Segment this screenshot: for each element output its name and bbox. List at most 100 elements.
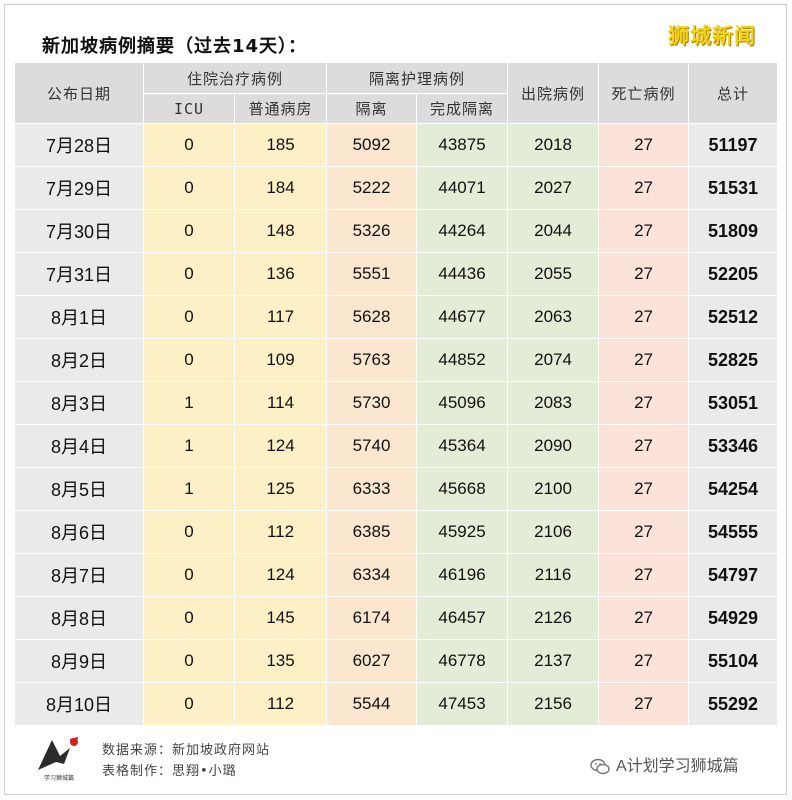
header-hospital-group: 住院治疗病例 (142, 62, 328, 94)
cell-completed: 44071 (416, 166, 509, 210)
header-discharged: 出院病例 (507, 62, 600, 124)
cell-isolation: 5730 (326, 381, 418, 425)
cell-date: 8月8日 (14, 596, 144, 640)
cell-deaths: 27 (598, 209, 690, 253)
cell-deaths: 27 (598, 682, 690, 726)
cell-ward: 124 (233, 424, 328, 468)
cell-total: 55104 (688, 639, 779, 683)
cell-completed: 44264 (416, 209, 509, 253)
cell-isolation: 6385 (326, 510, 418, 554)
cell-isolation: 6027 (326, 639, 418, 683)
cell-ward: 145 (233, 596, 328, 640)
page-title: 新加坡病例摘要（过去14天）： (42, 36, 308, 57)
cell-total: 52825 (688, 338, 779, 382)
cell-total: 51809 (688, 209, 779, 253)
cell-date: 8月5日 (14, 467, 144, 511)
cell-date: 8月10日 (14, 682, 144, 726)
cell-total: 52205 (688, 252, 779, 296)
cell-ward: 135 (233, 639, 328, 683)
cell-completed: 44436 (416, 252, 509, 296)
header-total: 总计 (688, 62, 779, 124)
cell-icu: 1 (143, 424, 235, 468)
table-row: 8月10日 0 112 5544 47453 2156 27 55292 (14, 682, 779, 726)
table-row: 7月30日 0 148 5326 44264 2044 27 51809 (14, 209, 779, 253)
cell-icu: 0 (143, 338, 235, 382)
cell-isolation: 6333 (326, 467, 418, 511)
cell-ward: 124 (233, 553, 328, 597)
cell-isolation: 5092 (326, 123, 418, 167)
cell-completed: 45925 (416, 510, 509, 554)
table-row: 8月2日 0 109 5763 44852 2074 27 52825 (14, 338, 779, 382)
cell-discharged: 2116 (507, 553, 600, 597)
cell-date: 8月4日 (14, 424, 144, 468)
cell-discharged: 2156 (507, 682, 600, 726)
cell-completed: 44852 (416, 338, 509, 382)
cell-ward: 117 (233, 295, 328, 339)
table-row: 8月6日 0 112 6385 45925 2106 27 54555 (14, 510, 779, 554)
cell-ward: 112 (233, 510, 328, 554)
cell-completed: 46778 (416, 639, 509, 683)
cell-isolation: 5740 (326, 424, 418, 468)
cell-isolation: 5222 (326, 166, 418, 210)
cell-isolation: 5326 (326, 209, 418, 253)
table-row: 8月7日 0 124 6334 46196 2116 27 54797 (14, 553, 779, 597)
cell-icu: 1 (143, 467, 235, 511)
cell-discharged: 2126 (507, 596, 600, 640)
table-row: 8月5日 1 125 6333 45668 2100 27 54254 (14, 467, 779, 511)
cell-icu: 1 (143, 381, 235, 425)
cell-icu: 0 (143, 123, 235, 167)
brand-watermark: 狮城新闻 (668, 23, 756, 48)
cell-icu: 0 (143, 295, 235, 339)
cell-icu: 0 (143, 639, 235, 683)
cell-total: 51197 (688, 123, 779, 167)
cell-ward: 184 (233, 166, 328, 210)
header-completed: 完成隔离 (416, 93, 509, 124)
header-isolation-group: 隔离护理病例 (326, 62, 509, 94)
cell-deaths: 27 (598, 166, 690, 210)
cell-discharged: 2027 (507, 166, 600, 210)
cell-icu: 0 (143, 166, 235, 210)
cell-total: 55292 (688, 682, 779, 726)
header-ward: 普通病房 (233, 93, 328, 124)
cell-total: 54929 (688, 596, 779, 640)
header-date: 公布日期 (14, 62, 144, 124)
cell-icu: 0 (143, 596, 235, 640)
cell-ward: 114 (233, 381, 328, 425)
cell-total: 54555 (688, 510, 779, 554)
table-row: 8月8日 0 145 6174 46457 2126 27 54929 (14, 596, 779, 640)
cell-completed: 44677 (416, 295, 509, 339)
cell-isolation: 5551 (326, 252, 418, 296)
cell-deaths: 27 (598, 424, 690, 468)
cell-date: 8月7日 (14, 553, 144, 597)
case-summary-table: 公布日期 住院治疗病例 隔离护理病例 出院病例 死亡病例 总计 ICU 普通病房… (14, 62, 779, 726)
cell-completed: 43875 (416, 123, 509, 167)
lion-city-logo-icon: 学习狮城篇 (38, 737, 79, 782)
cell-discharged: 2055 (507, 252, 600, 296)
table-row: 8月3日 1 114 5730 45096 2083 27 53051 (14, 381, 779, 425)
cell-ward: 109 (233, 338, 328, 382)
cell-icu: 0 (143, 510, 235, 554)
cell-date: 7月28日 (14, 123, 144, 167)
cell-total: 52512 (688, 295, 779, 339)
cell-icu: 0 (143, 252, 235, 296)
source-notes: 数据来源：新加坡政府网站 表格制作：思翔•小璐 (102, 740, 270, 782)
cell-discharged: 2137 (507, 639, 600, 683)
wechat-account: A计划学习狮城篇 (590, 752, 739, 776)
cell-isolation: 5763 (326, 338, 418, 382)
data-source-text: 数据来源：新加坡政府网站 (102, 743, 271, 758)
cell-icu: 0 (143, 682, 235, 726)
cell-icu: 0 (143, 209, 235, 253)
cell-isolation: 6174 (326, 596, 418, 640)
cell-total: 54254 (688, 467, 779, 511)
table-row: 8月4日 1 124 5740 45364 2090 27 53346 (14, 424, 779, 468)
cell-date: 7月31日 (14, 252, 144, 296)
cell-completed: 45668 (416, 467, 509, 511)
cell-discharged: 2083 (507, 381, 600, 425)
cell-icu: 0 (143, 553, 235, 597)
cell-deaths: 27 (598, 467, 690, 511)
cell-completed: 46457 (416, 596, 509, 640)
cell-discharged: 2100 (507, 467, 600, 511)
cell-isolation: 5544 (326, 682, 418, 726)
table-author-text: 表格制作：思翔•小璐 (102, 764, 237, 779)
cell-deaths: 27 (598, 123, 690, 167)
